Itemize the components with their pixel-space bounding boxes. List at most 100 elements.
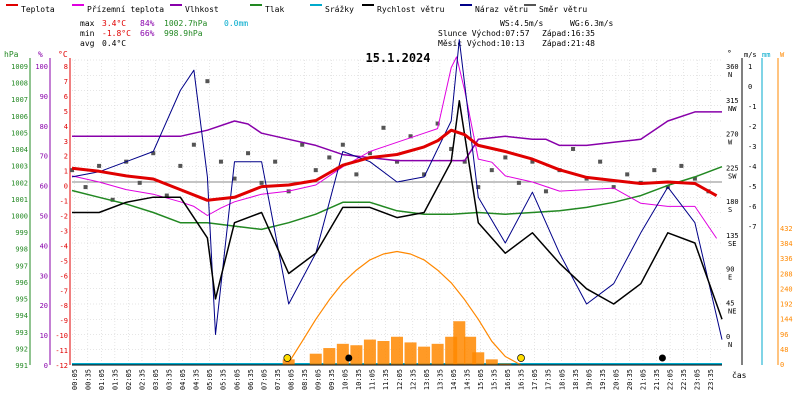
tick-temp-18: -10 [55,332,68,340]
time-tick-16: 08:05 [287,369,295,390]
tick-pct-8: 20 [40,302,48,310]
tick-hpa-15: 994 [15,312,28,320]
tick-temp-8: 0 [64,183,68,191]
tick-pct-0: 100 [35,63,48,71]
tick-ms-5: -4 [748,163,756,171]
legend-label-7: Směr větru [539,5,587,14]
stat-min-temp: -1.8°C [102,29,131,38]
time-tick-17: 08:35 [301,369,309,390]
tick-dir-6: E [728,274,732,282]
tick-dir-0: N [728,71,732,79]
solar-bar-17 [499,363,512,365]
tick-pct-9: 10 [40,332,48,340]
tick-temp-14: -6 [60,272,68,280]
time-tick-30: 15:05 [477,369,485,390]
axis-unit-pct: % [38,50,43,59]
time-tick-31: 15:35 [491,369,499,390]
tick-pct-3: 70 [40,153,48,161]
time-tick-6: 03:05 [152,369,160,390]
sun-marker-1 [517,354,525,362]
wind-dir-point-31 [489,168,494,173]
tick-hpa-6: 1003 [11,163,28,171]
axis-ticks: 1009100810071006100510041003100210011000… [11,0,793,370]
stat-sun-set: Západ:16:35 [542,29,595,38]
wind-dir-point-29 [462,159,467,164]
wind-dir-point-19 [327,155,332,160]
tick-hpa-14: 995 [15,296,28,304]
tick-w-6: 144 [780,316,793,324]
wind-dir-point-34 [530,159,535,164]
wind-dir-point-39 [598,159,603,164]
wind-dir-point-11 [218,159,223,164]
wind-dir-point-41 [625,172,630,177]
time-tick-19: 09:35 [328,369,336,390]
legend-label-6: Náraz větru [475,5,528,14]
wind-dir-point-18 [313,168,318,173]
time-tick-11: 05:35 [220,369,228,390]
tick-deg-7: 45 [726,299,734,307]
tick-w-5: 192 [780,301,793,309]
stat-avg-temp: 0.4°C [102,39,126,48]
tick-temp-9: -1 [60,198,68,206]
tick-temp-3: 5 [64,108,68,116]
tick-mm-0: -1 [764,0,772,2]
time-tick-45: 22:35 [680,369,688,390]
tick-hpa-16: 993 [15,329,28,337]
time-tick-10: 05:05 [206,369,214,390]
humidity-line [72,111,722,162]
tick-w-3: 288 [780,270,793,278]
time-tick-25: 12:35 [409,369,417,390]
time-tick-42: 21:05 [640,369,648,390]
legend-label-3: Tlak [265,5,284,14]
tick-dir-4: S [728,206,732,214]
solar-bar-10 [418,346,431,365]
solar-bar-16 [485,359,498,365]
tick-deg-2: 270 [726,131,739,139]
time-tick-12: 06:05 [233,369,241,390]
time-tick-44: 22:05 [667,369,675,390]
stat-max-press: 1002.7hPa [164,19,208,28]
wind-dir-point-46 [692,176,697,181]
wind-dir-point-22 [367,151,372,156]
tick-hpa-17: 992 [15,345,28,353]
wind-dir-point-43 [652,168,657,173]
tick-pct-1: 90 [40,93,48,101]
tick-dir-5: SE [728,240,736,248]
wind-dir-point-13 [246,151,251,156]
solar-bar-15 [472,352,485,365]
tick-hpa-8: 1001 [11,196,28,204]
wind-dir-point-26 [422,172,427,177]
wind-dir-point-0 [70,168,74,173]
tick-hpa-10: 999 [15,229,28,237]
tick-pct-2: 80 [40,123,48,131]
tick-temp-4: 4 [64,123,68,131]
tick-hpa-1: 1008 [11,80,28,88]
solar-bar-3 [323,348,336,365]
grid [72,59,722,366]
tick-dir-2: W [728,139,733,147]
tick-hpa-18: 991 [15,362,28,370]
tick-dir-1: NW [728,105,737,113]
tick-hpa-9: 1000 [11,213,28,221]
time-tick-7: 03:35 [166,369,174,390]
axis-unit-mm: mm [762,51,770,59]
tick-ms-4: -3 [748,143,756,151]
tick-temp-20: -12 [55,362,68,370]
tick-deg-6: 90 [726,266,734,274]
tick-temp-12: -4 [60,242,68,250]
wind-dir-point-27 [435,121,440,126]
stat-wg: WG:6.3m/s [570,19,614,28]
ground-temp-line [71,56,718,239]
tick-dir-3: SW [728,172,737,180]
time-tick-1: 00:35 [84,369,92,390]
time-tick-37: 18:35 [572,369,580,390]
wind-dir-point-7 [164,193,169,198]
tick-ms-3: -2 [748,123,756,131]
wind-dir-point-1 [83,185,88,190]
time-tick-36: 18:05 [558,369,566,390]
wind-dir-point-10 [205,79,210,84]
tick-w-4: 240 [780,285,793,293]
tick-temp-17: -9 [60,317,68,325]
time-tick-24: 12:05 [396,369,404,390]
tick-w-9: 0 [780,361,784,369]
